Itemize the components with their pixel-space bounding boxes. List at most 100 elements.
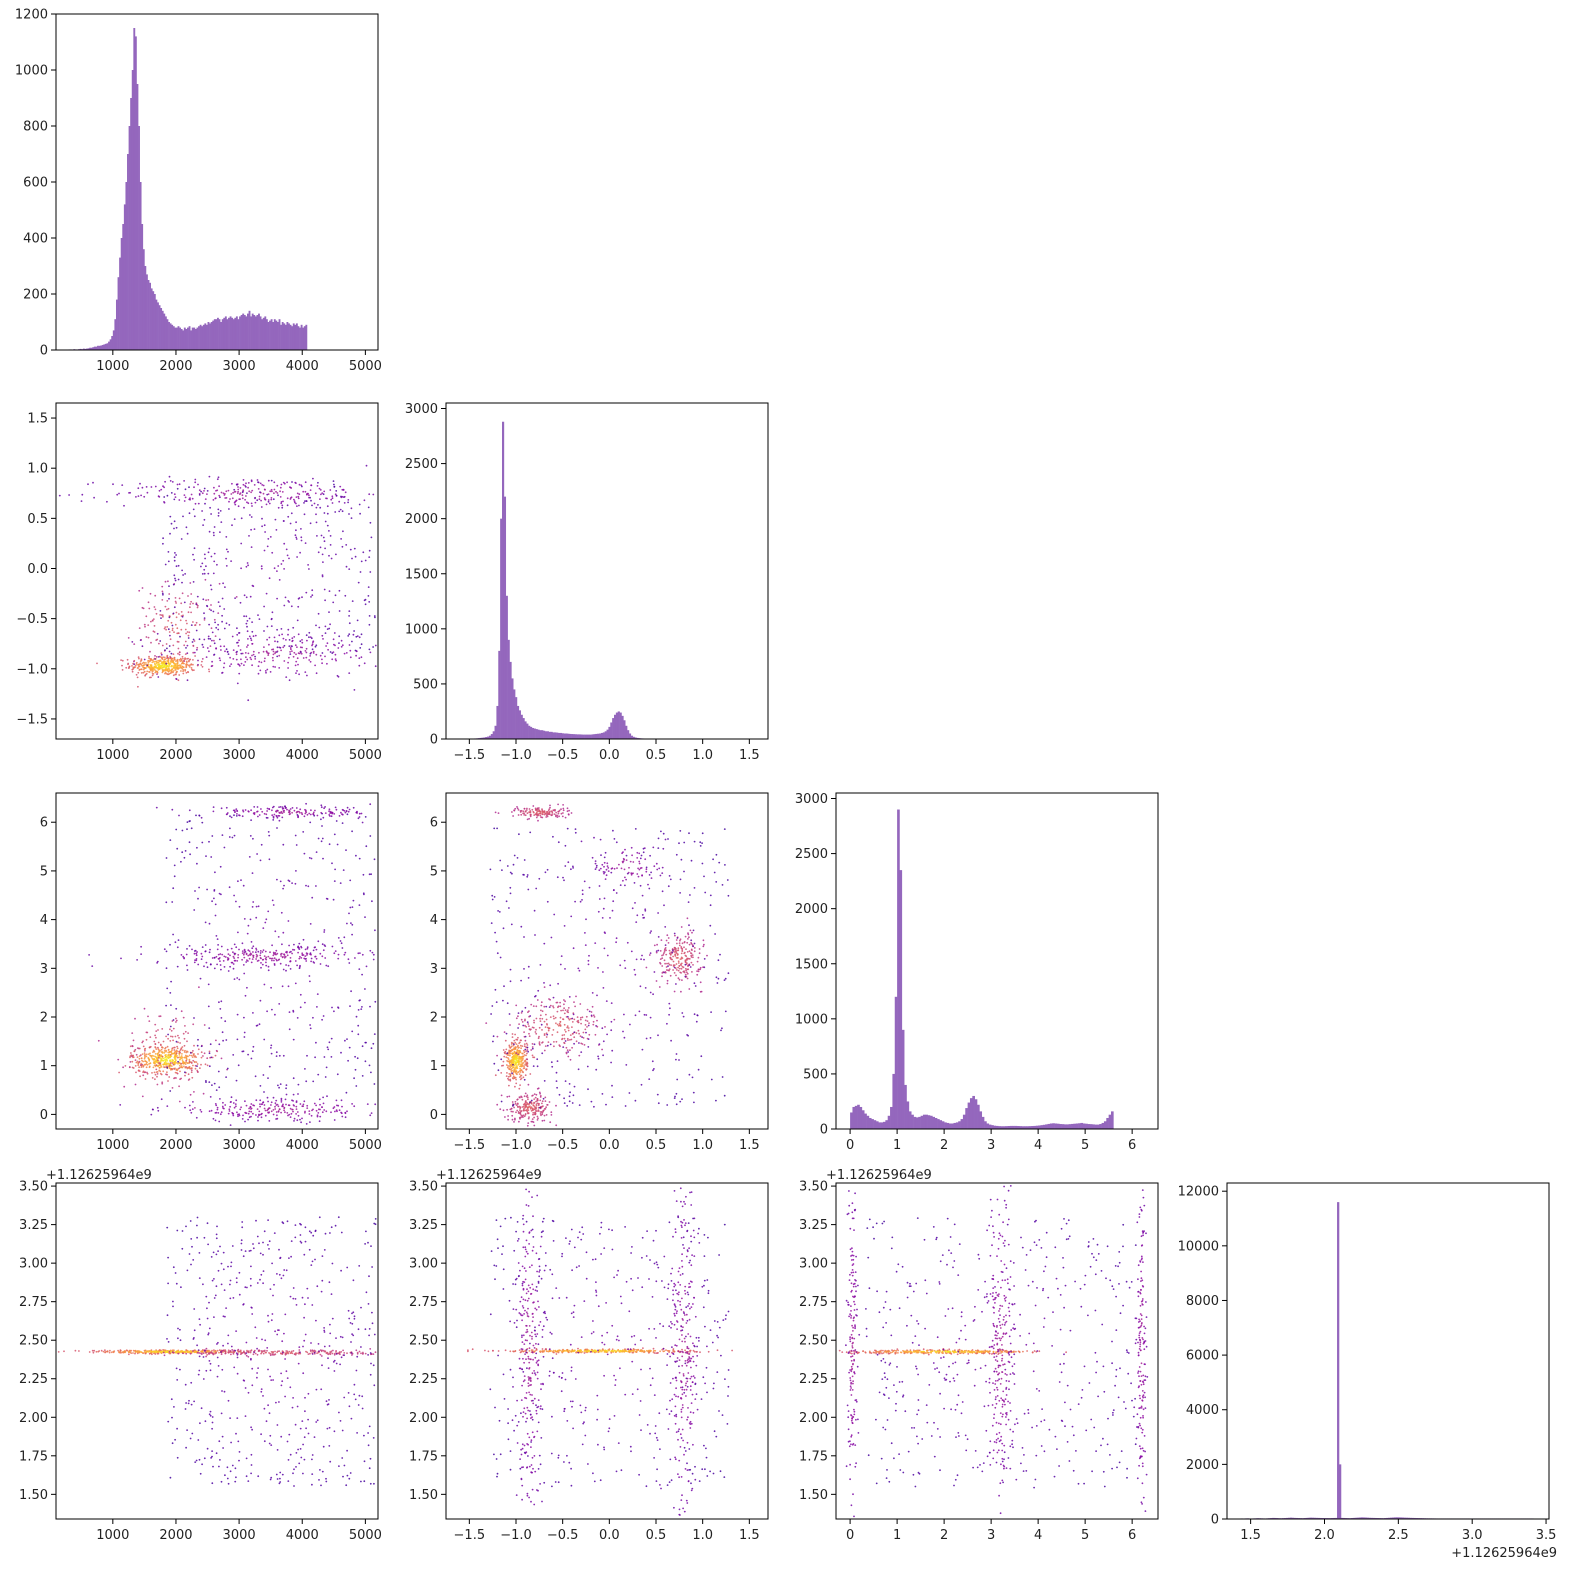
scatter-point	[361, 1006, 363, 1008]
scatter-point	[210, 963, 212, 965]
scatter-point	[627, 873, 629, 875]
scatter-point	[333, 1010, 335, 1012]
scatter-point	[524, 1054, 526, 1056]
scatter-point	[525, 814, 527, 816]
scatter-point	[317, 993, 319, 995]
scatter-point	[563, 809, 565, 811]
scatter-point	[174, 1077, 176, 1079]
scatter-point	[131, 665, 133, 667]
scatter-point	[225, 1076, 227, 1078]
scatter-point	[140, 946, 142, 948]
scatter-point	[359, 952, 361, 954]
scatter-point	[333, 644, 335, 646]
scatter-point	[298, 652, 300, 654]
scatter-point	[166, 988, 168, 990]
scatter-point	[316, 1110, 318, 1112]
scatter-point	[533, 1020, 535, 1022]
scatter-point	[305, 542, 307, 544]
scatter-point	[205, 1063, 207, 1065]
scatter-point	[199, 638, 201, 640]
scatter-point	[503, 1056, 505, 1058]
scatter-point	[165, 1005, 167, 1007]
scatter-point	[251, 655, 253, 657]
scatter-point	[571, 1039, 573, 1041]
scatter-point	[522, 1099, 524, 1101]
scatter-point	[607, 867, 609, 869]
scatter-point	[297, 1093, 299, 1095]
scatter-point	[546, 811, 548, 813]
scatter-point	[159, 490, 161, 492]
scatter-point	[534, 1043, 536, 1045]
scatter-point	[508, 1076, 510, 1078]
scatter-point	[275, 1100, 277, 1102]
scatter-point	[662, 890, 664, 892]
scatter-point	[242, 1118, 244, 1120]
scatter-point	[345, 1116, 347, 1118]
scatter-point	[257, 1108, 259, 1110]
scatter-point	[221, 1017, 223, 1019]
scatter-point	[311, 505, 313, 507]
scatter-point	[155, 609, 157, 611]
scatter-point	[209, 638, 211, 640]
scatter-point	[596, 867, 598, 869]
scatter-point	[283, 1055, 285, 1057]
scatter-point	[519, 1073, 521, 1075]
scatter-point	[219, 531, 221, 533]
scatter-point	[290, 968, 292, 970]
scatter-point	[142, 1074, 144, 1076]
scatter-point	[538, 878, 540, 880]
scatter-point	[286, 809, 288, 811]
scatter-point	[216, 1089, 218, 1091]
scatter-point	[553, 1041, 555, 1043]
scatter-point	[192, 554, 194, 556]
hist-bar	[618, 711, 620, 739]
scatter-point	[171, 492, 173, 494]
scatter-point	[285, 1099, 287, 1101]
scatter-point	[527, 1023, 529, 1025]
scatter-point	[303, 939, 305, 941]
scatter-point	[179, 636, 181, 638]
scatter-point	[544, 810, 546, 812]
scatter-point	[244, 594, 246, 596]
scatter-point	[211, 900, 213, 902]
scatter-point	[515, 1052, 517, 1054]
scatter-point	[242, 491, 244, 493]
scatter-point	[200, 664, 202, 666]
scatter-point	[311, 1115, 313, 1117]
scatter-point	[267, 1077, 269, 1079]
scatter-point	[605, 878, 607, 880]
scatter-point	[139, 1075, 141, 1077]
scatter-point	[530, 1049, 532, 1051]
scatter-point	[289, 813, 291, 815]
scatter-point	[525, 1104, 527, 1106]
scatter-point	[181, 582, 183, 584]
scatter-point	[679, 979, 681, 981]
scatter-point	[539, 1044, 541, 1046]
scatter-point	[572, 1021, 574, 1023]
scatter-point	[351, 507, 353, 509]
scatter-point	[607, 865, 609, 867]
hist-bar	[614, 715, 616, 739]
scatter-point	[525, 1074, 527, 1076]
scatter-point	[210, 856, 212, 858]
scatter-point	[704, 958, 706, 960]
scatter-point	[295, 534, 297, 536]
scatter-point	[310, 489, 312, 491]
scatter-point	[355, 812, 357, 814]
scatter-point	[187, 1056, 189, 1058]
scatter-point	[178, 939, 180, 941]
scatter-point	[132, 671, 134, 673]
scatter-point	[284, 1111, 286, 1113]
scatter-point	[308, 568, 310, 570]
scatter-point	[344, 1112, 346, 1114]
scatter-point	[608, 870, 610, 872]
scatter-point	[301, 596, 303, 598]
scatter-point	[229, 815, 231, 817]
scatter-point	[546, 1114, 548, 1116]
scatter-point	[169, 839, 171, 841]
scatter-point	[565, 817, 567, 819]
scatter-point	[314, 1103, 316, 1105]
scatter-point	[256, 499, 258, 501]
scatter-point	[287, 954, 289, 956]
scatter-point	[258, 665, 260, 667]
